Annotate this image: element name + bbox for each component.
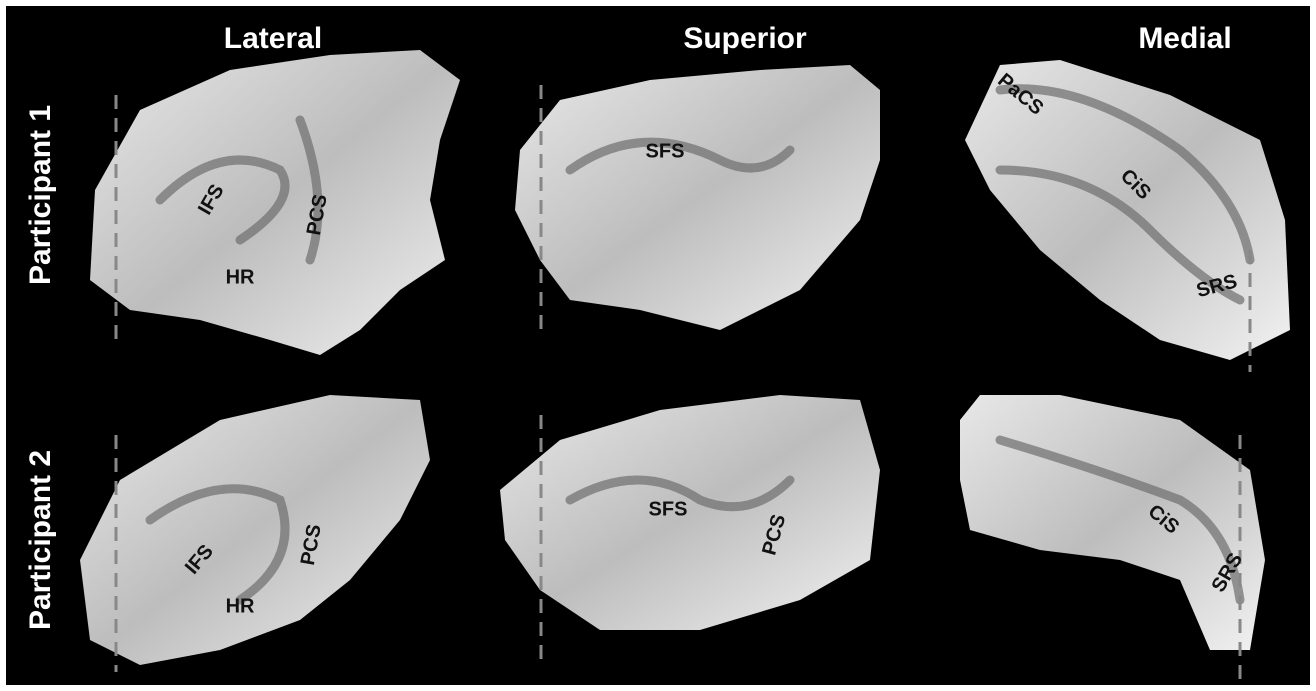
column-header: Medial <box>1138 22 1231 55</box>
sulci <box>145 84 1255 605</box>
column-header: Lateral <box>224 22 322 55</box>
midline-markers <box>114 85 1252 680</box>
row-header: Participant 1 <box>24 105 57 285</box>
column-header: Superior <box>683 22 807 55</box>
sulcus-label: HR <box>226 266 255 288</box>
sulcus-label: HR <box>226 595 255 617</box>
sulcus-label: SFS <box>646 140 685 162</box>
sulcus-label: SFS <box>649 498 688 520</box>
row-header: Participant 2 <box>24 450 57 630</box>
